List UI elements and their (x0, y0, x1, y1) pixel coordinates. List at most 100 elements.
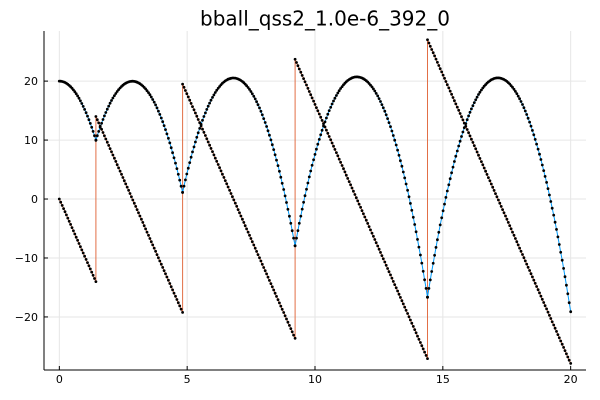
velocity-point (569, 362, 573, 365)
velocity-point (357, 202, 361, 206)
velocity-point (104, 137, 108, 141)
position-point (285, 201, 288, 204)
position-point (206, 104, 210, 108)
velocity-point (333, 148, 337, 151)
position-point (333, 96, 337, 100)
velocity-point (451, 96, 455, 99)
velocity-point (363, 215, 367, 219)
velocity-point (161, 266, 165, 269)
velocity-point (293, 336, 297, 340)
velocity-point (477, 153, 480, 157)
velocity-point (336, 154, 340, 158)
velocity-point (485, 173, 489, 176)
position-point (84, 111, 88, 115)
position-point (563, 275, 567, 279)
position-point (552, 213, 556, 217)
velocity-point (77, 242, 81, 245)
velocity-point (191, 105, 194, 108)
position-point (533, 138, 537, 141)
position-point (159, 116, 163, 120)
position-point (409, 202, 412, 205)
position-point (104, 111, 108, 114)
position-point (480, 88, 483, 92)
velocity-point (275, 295, 278, 298)
velocity-point (252, 243, 256, 247)
position-point (319, 133, 323, 137)
position-point (290, 229, 294, 233)
velocity-point (87, 264, 91, 268)
velocity-point (410, 321, 414, 325)
velocity-point (487, 176, 490, 180)
velocity-point (76, 238, 79, 242)
position-point (103, 114, 106, 118)
velocity-point (295, 61, 298, 64)
position-point (93, 134, 96, 138)
velocity-point (202, 130, 206, 134)
position-point (387, 121, 391, 124)
position-point (512, 87, 516, 91)
velocity-point (327, 135, 331, 138)
position-point (161, 120, 165, 124)
position-point (145, 89, 149, 93)
velocity-point (204, 134, 207, 137)
position-point (307, 175, 311, 179)
velocity-point (178, 304, 182, 308)
position-point (186, 166, 190, 170)
position-point (317, 138, 321, 141)
velocity-point (189, 102, 193, 105)
position-point (76, 94, 79, 98)
position-point (436, 238, 439, 242)
position-point (443, 202, 446, 206)
x-tick-label: 20 (564, 373, 578, 386)
position-point (391, 134, 395, 137)
position-point (400, 164, 404, 168)
position-point (528, 120, 531, 124)
position-point (410, 208, 414, 212)
position-point (94, 138, 98, 142)
velocity-point (370, 231, 374, 235)
position-point (557, 243, 561, 246)
velocity-point (175, 298, 179, 301)
position-point (566, 292, 570, 296)
position-point (108, 101, 112, 105)
velocity-point (316, 109, 320, 113)
velocity-point (380, 254, 384, 257)
position-point (519, 100, 523, 103)
position-point (332, 99, 335, 103)
velocity-point (142, 224, 146, 228)
velocity-point (181, 82, 185, 86)
velocity-point (542, 301, 546, 304)
velocity-point (329, 138, 333, 142)
position-point (113, 94, 116, 97)
position-point (262, 117, 266, 120)
position-point (526, 116, 530, 120)
position-point (407, 195, 411, 199)
position-point (521, 103, 524, 106)
velocity-point (406, 312, 409, 315)
velocity-point (192, 108, 196, 112)
velocity-point (243, 224, 247, 228)
velocity-point (399, 296, 402, 299)
velocity-point (97, 121, 101, 125)
velocity-point (325, 128, 328, 132)
position-point (309, 169, 313, 173)
position-point (336, 91, 340, 95)
velocity-point (518, 246, 521, 250)
position-point (538, 152, 541, 156)
position-point (288, 214, 291, 218)
velocity-point (515, 240, 519, 244)
position-point (185, 172, 189, 176)
velocity-point (130, 195, 133, 199)
velocity-point (556, 333, 560, 336)
velocity-point (206, 140, 210, 144)
velocity-point (489, 182, 493, 186)
position-point (430, 270, 434, 273)
velocity-point (186, 95, 190, 99)
velocity-point (492, 189, 496, 192)
velocity-point (108, 147, 112, 151)
velocity-point (147, 233, 150, 237)
velocity-point (340, 164, 344, 167)
velocity-point (539, 294, 543, 298)
position-point (401, 170, 405, 174)
position-point (542, 169, 546, 173)
